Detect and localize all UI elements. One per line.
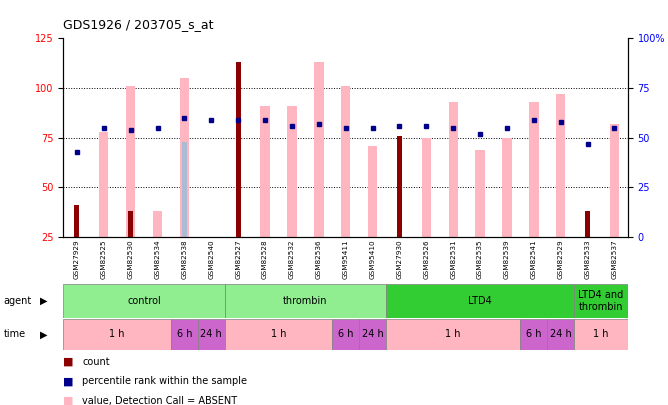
Text: 1 h: 1 h xyxy=(110,329,125,339)
Bar xyxy=(182,142,187,237)
Bar xyxy=(574,319,628,350)
Text: GDS1926 / 203705_s_at: GDS1926 / 203705_s_at xyxy=(63,18,214,31)
Text: GSM82535: GSM82535 xyxy=(477,240,483,279)
Bar xyxy=(585,211,590,237)
Bar xyxy=(520,319,547,350)
Text: GSM95410: GSM95410 xyxy=(369,240,375,279)
Text: GSM27930: GSM27930 xyxy=(396,240,402,279)
Bar xyxy=(99,132,108,237)
Bar xyxy=(502,138,512,237)
Text: 6 h: 6 h xyxy=(338,329,353,339)
Text: GSM82526: GSM82526 xyxy=(424,240,430,279)
Text: ■: ■ xyxy=(63,396,74,405)
Text: LTD4 and
thrombin: LTD4 and thrombin xyxy=(578,290,624,311)
Bar xyxy=(448,102,458,237)
Text: 24 h: 24 h xyxy=(200,329,222,339)
Bar xyxy=(341,86,351,237)
Bar xyxy=(126,86,136,237)
Text: 1 h: 1 h xyxy=(271,329,287,339)
Bar xyxy=(224,319,332,350)
Text: ▶: ▶ xyxy=(40,329,47,339)
Text: 6 h: 6 h xyxy=(526,329,542,339)
Text: GSM27929: GSM27929 xyxy=(74,240,80,279)
Text: 24 h: 24 h xyxy=(361,329,383,339)
Bar xyxy=(74,205,79,237)
Bar xyxy=(198,319,224,350)
Bar xyxy=(153,211,162,237)
Bar xyxy=(610,124,619,237)
Text: GSM82529: GSM82529 xyxy=(558,240,564,279)
Text: GSM82531: GSM82531 xyxy=(450,240,456,279)
Text: ■: ■ xyxy=(63,357,74,367)
Bar xyxy=(556,94,565,237)
Text: 1 h: 1 h xyxy=(593,329,609,339)
Bar xyxy=(287,106,297,237)
Bar xyxy=(547,319,574,350)
Text: value, Detection Call = ABSENT: value, Detection Call = ABSENT xyxy=(82,396,237,405)
Text: ▶: ▶ xyxy=(40,296,47,306)
Bar xyxy=(574,284,628,318)
Text: 1 h: 1 h xyxy=(446,329,461,339)
Text: GSM95411: GSM95411 xyxy=(343,240,349,279)
Text: control: control xyxy=(127,296,161,306)
Text: GSM82532: GSM82532 xyxy=(289,240,295,279)
Bar xyxy=(476,149,485,237)
Text: percentile rank within the sample: percentile rank within the sample xyxy=(82,376,247,386)
Text: 6 h: 6 h xyxy=(176,329,192,339)
Bar xyxy=(63,284,224,318)
Text: 24 h: 24 h xyxy=(550,329,572,339)
Bar xyxy=(314,62,323,237)
Text: GSM82527: GSM82527 xyxy=(235,240,241,279)
Bar xyxy=(422,138,431,237)
Bar xyxy=(359,319,386,350)
Text: LTD4: LTD4 xyxy=(468,296,492,306)
Bar xyxy=(332,319,359,350)
Bar xyxy=(386,319,520,350)
Text: GSM82538: GSM82538 xyxy=(182,240,188,279)
Text: GSM82533: GSM82533 xyxy=(584,240,591,279)
Bar xyxy=(368,146,377,237)
Text: GSM82525: GSM82525 xyxy=(101,240,107,279)
Bar xyxy=(397,136,402,237)
Text: time: time xyxy=(3,329,25,339)
Bar xyxy=(63,319,171,350)
Bar xyxy=(128,211,133,237)
Bar xyxy=(261,106,270,237)
Text: GSM82537: GSM82537 xyxy=(611,240,617,279)
Text: thrombin: thrombin xyxy=(283,296,327,306)
Bar xyxy=(171,319,198,350)
Text: GSM82540: GSM82540 xyxy=(208,240,214,279)
Text: GSM82530: GSM82530 xyxy=(128,240,134,279)
Text: GSM82534: GSM82534 xyxy=(154,240,160,279)
Bar xyxy=(224,284,386,318)
Bar xyxy=(180,78,189,237)
Text: GSM82539: GSM82539 xyxy=(504,240,510,279)
Bar xyxy=(236,62,240,237)
Text: count: count xyxy=(82,357,110,367)
Text: GSM82536: GSM82536 xyxy=(316,240,322,279)
Bar xyxy=(386,284,574,318)
Text: agent: agent xyxy=(3,296,31,306)
Text: GSM82528: GSM82528 xyxy=(262,240,268,279)
Text: GSM82541: GSM82541 xyxy=(531,240,537,279)
Bar xyxy=(529,102,538,237)
Text: ■: ■ xyxy=(63,376,74,386)
